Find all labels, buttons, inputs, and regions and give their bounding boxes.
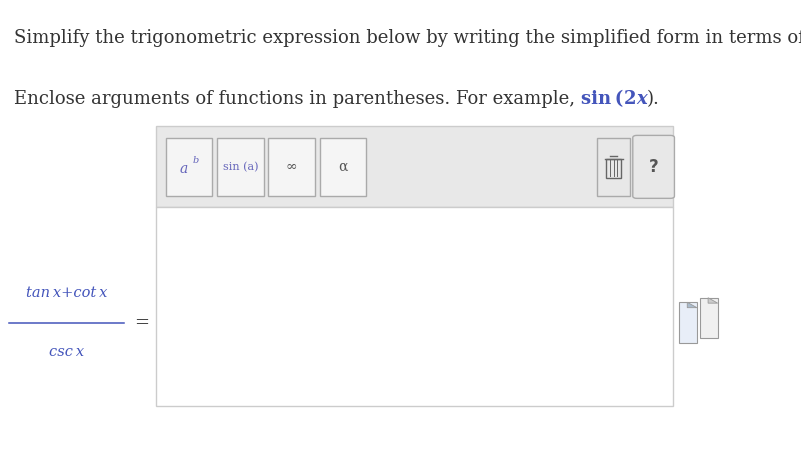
Text: tan x+cot x: tan x+cot x: [26, 286, 107, 300]
Text: α: α: [338, 160, 348, 174]
FancyBboxPatch shape: [606, 159, 621, 178]
Text: =: =: [135, 313, 149, 331]
FancyBboxPatch shape: [679, 302, 697, 343]
Text: ?: ?: [649, 158, 658, 176]
FancyBboxPatch shape: [166, 138, 212, 196]
FancyBboxPatch shape: [597, 138, 630, 196]
Text: b: b: [193, 156, 199, 165]
Text: Enclose arguments of functions in parentheses. For example,: Enclose arguments of functions in parent…: [14, 90, 582, 108]
Polygon shape: [687, 302, 697, 308]
FancyBboxPatch shape: [633, 135, 674, 198]
FancyBboxPatch shape: [156, 207, 673, 406]
Polygon shape: [708, 298, 718, 303]
FancyBboxPatch shape: [268, 138, 315, 196]
Text: ).: ).: [646, 90, 660, 108]
FancyBboxPatch shape: [217, 138, 264, 196]
Text: sin (a): sin (a): [223, 162, 258, 172]
Text: ∞: ∞: [286, 160, 297, 174]
FancyBboxPatch shape: [320, 138, 366, 196]
Text: Simplify the trigonometric expression below by writing the simplified form in te: Simplify the trigonometric expression be…: [14, 29, 801, 47]
Text: 2: 2: [623, 90, 636, 108]
Text: a: a: [179, 162, 187, 176]
Text: sin (: sin (: [582, 90, 623, 108]
Text: x: x: [636, 90, 646, 108]
FancyBboxPatch shape: [156, 126, 673, 207]
Text: csc x: csc x: [49, 345, 84, 359]
FancyBboxPatch shape: [700, 298, 718, 338]
